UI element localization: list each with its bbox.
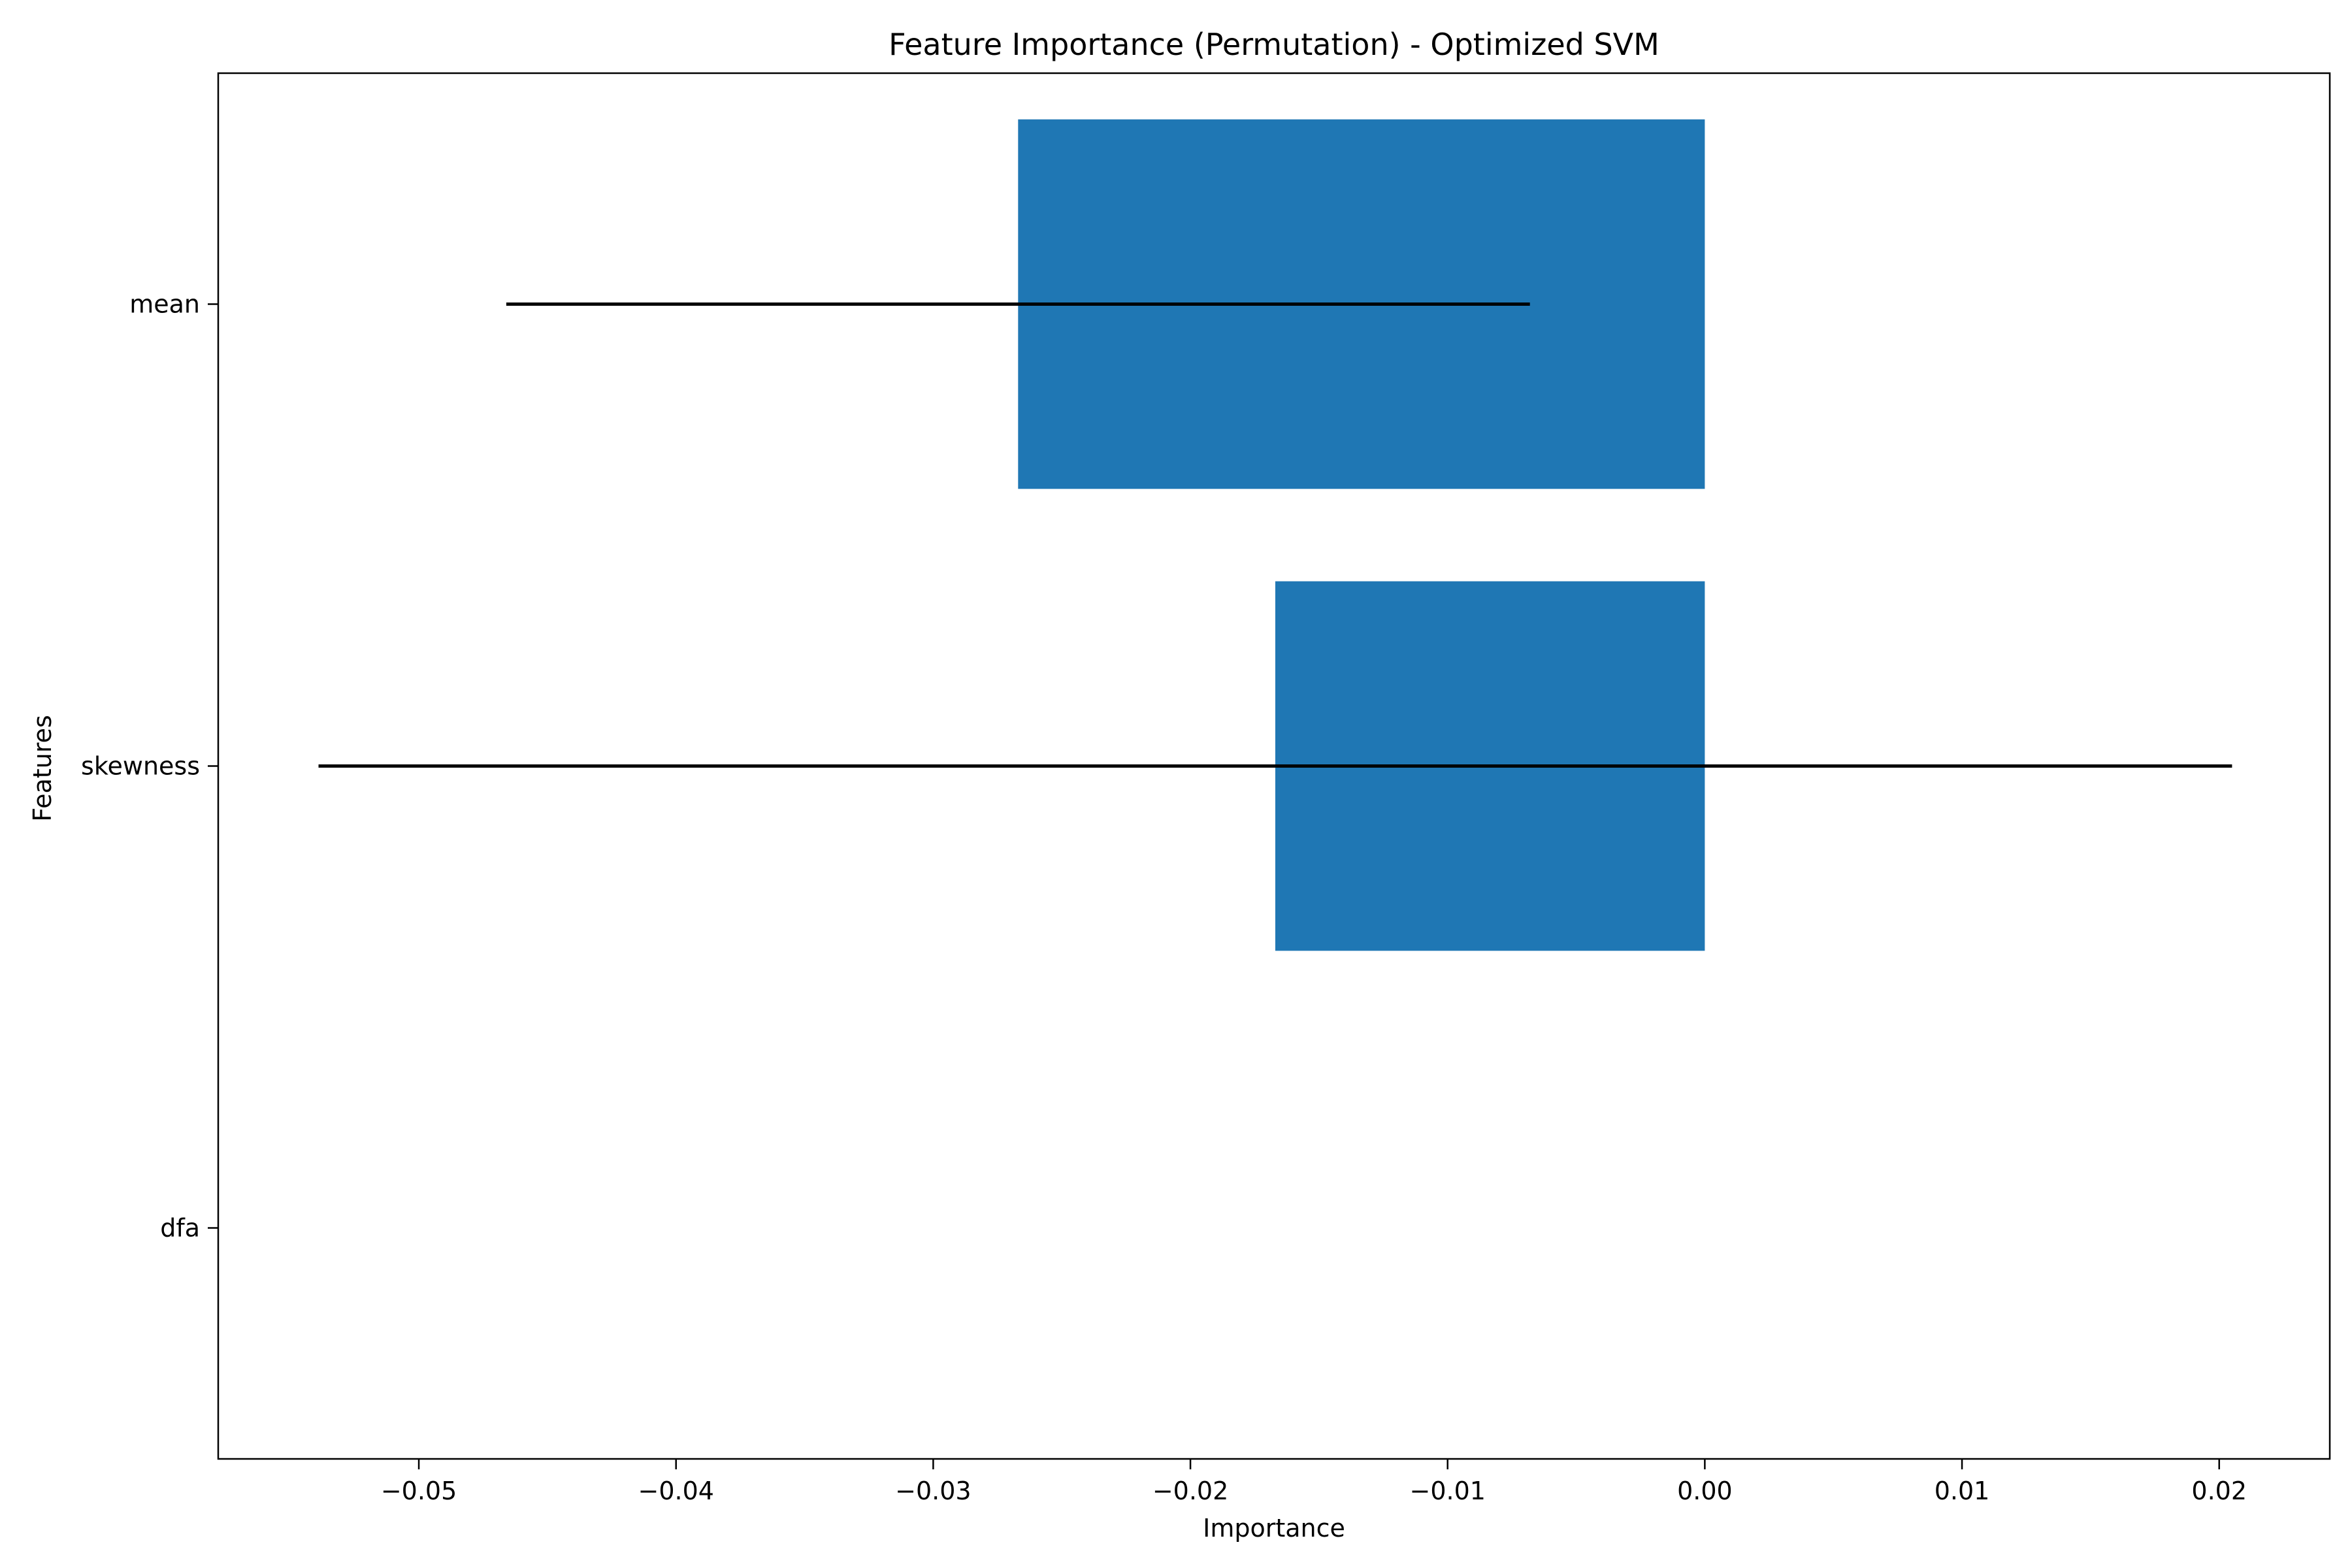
y-axis-label: Features: [28, 715, 57, 821]
x-tick-label: −0.01: [1409, 1477, 1485, 1505]
x-axis-label: Importance: [1203, 1514, 1345, 1543]
x-axis: −0.05 −0.04 −0.03 −0.02 −0.01 0.00 0.01 0.02: [381, 1459, 2247, 1505]
y-axis: mean skewness dfa: [81, 290, 218, 1243]
y-tick-label-mean: mean: [129, 290, 200, 319]
x-tick-label: −0.04: [638, 1477, 713, 1505]
x-tick-label: −0.03: [895, 1477, 971, 1505]
y-tick-label-skewness: skewness: [81, 752, 200, 781]
x-tick-label: 0.02: [2191, 1477, 2247, 1505]
x-tick-label: 0.00: [1677, 1477, 1733, 1505]
y-tick-label-dfa: dfa: [160, 1214, 200, 1243]
error-bars-layer: [318, 302, 2232, 768]
x-tick-label: −0.02: [1152, 1477, 1228, 1505]
bars-layer: [1018, 119, 1705, 951]
x-tick-label: −0.05: [381, 1477, 457, 1505]
chart-title: Feature Importance (Permutation) - Optim…: [889, 27, 1659, 62]
x-tick-label: 0.01: [1935, 1477, 1990, 1505]
